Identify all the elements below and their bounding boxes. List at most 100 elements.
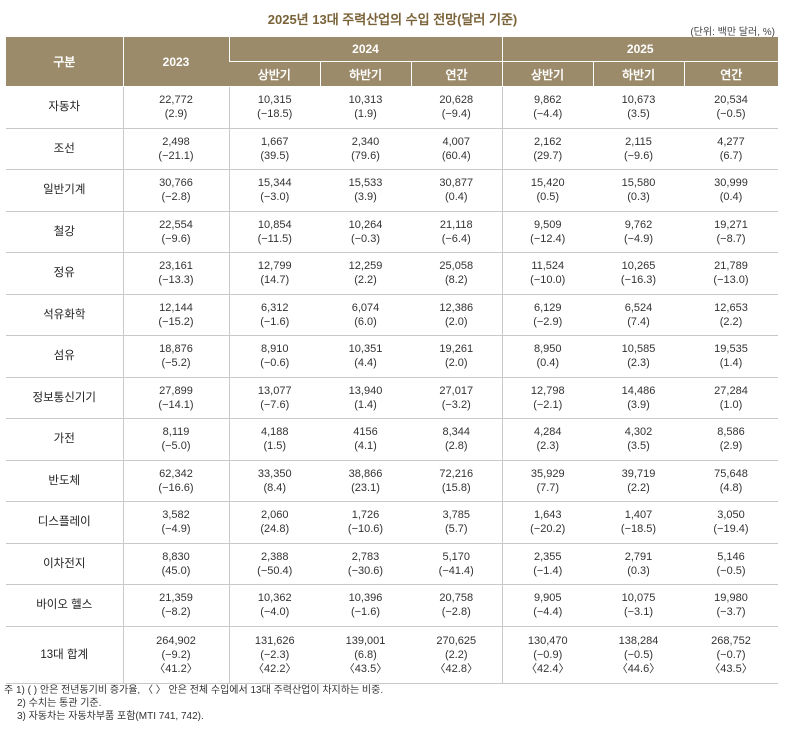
cell-growth-rate: (2.2): [627, 481, 650, 494]
cell-value: 12,259: [348, 260, 383, 273]
table-cell: 21,789 (−13.0): [684, 252, 779, 295]
table-cell: 3,785 (5.7): [411, 501, 503, 544]
table-cell: 10,313 (1.9): [320, 86, 411, 129]
cell-value: 8,119: [162, 426, 190, 439]
table-cell: 15,580 (0.3): [593, 169, 684, 212]
table-cell: 4,007 (60.4): [411, 128, 503, 170]
cell-growth-rate: (4.8): [719, 481, 743, 494]
cell-growth-rate: (−2.8): [161, 191, 191, 204]
cell-value: 9,509: [533, 218, 562, 231]
table-cell: 8,119 (−5.0): [123, 418, 230, 461]
cell-share: 〈41.2〉: [154, 662, 198, 675]
table-cell: 1,407 (−18.5): [593, 501, 684, 544]
cell-value: 22,772: [159, 94, 193, 107]
table-cell: 10,315 (−18.5): [229, 86, 320, 129]
cell-growth-rate: (3.9): [354, 191, 377, 204]
table-cell: 138,284 (−0.5) 〈44.6〉: [593, 626, 684, 684]
table-cell: 30,877 (0.4): [411, 169, 503, 212]
table-cell: 2,355 (−1.4): [502, 543, 593, 585]
cell-value: 18,876: [159, 343, 193, 356]
cell-value: 20,534: [714, 94, 748, 107]
cell-value: 30,766: [159, 177, 193, 190]
table-cell: 27,284 (1.0): [684, 377, 779, 419]
cell-growth-rate: (4.4): [354, 357, 377, 370]
cell-value: 1,726: [351, 509, 380, 522]
table-cell: 30,766 (−2.8): [123, 169, 230, 212]
cell-value: 21,789: [714, 260, 748, 273]
cell-growth-rate: (−13.0): [713, 274, 749, 287]
cell-growth-rate: (−4.9): [161, 523, 191, 536]
unit-label: (단위: 백만 달러, %): [690, 27, 775, 38]
table-cell: 12,799 (14.7): [229, 252, 320, 295]
cell-value: 2,355: [533, 550, 562, 563]
cell-growth-rate: (−1.6): [350, 606, 381, 619]
cell-value: 10,264: [348, 218, 383, 231]
table-row: 디스플레이 3,582 (−4.9) 2,060 (24.8) 1,726 (−10.6) 3…: [6, 501, 779, 544]
cell-growth-rate: (−10.6): [347, 523, 384, 536]
cell-value: 38,866: [348, 467, 383, 480]
cell-growth-rate: (−5.0): [161, 440, 191, 453]
table-cell: 5,170 (−41.4): [411, 543, 503, 585]
table-row: 철강 22,554 (−9.6) 10,854 (−11.5) 10,264 (−0.3) 2…: [6, 211, 779, 253]
cell-value: 1,407: [624, 509, 653, 522]
cell-growth-rate: (−18.5): [620, 523, 657, 536]
cell-value: 131,626: [254, 634, 295, 647]
cell-growth-rate: (0.4): [536, 357, 560, 370]
table-cell: 21,118 (−6.4): [411, 211, 503, 253]
cell-growth-rate: (8.2): [444, 274, 468, 287]
cell-growth-rate: (−50.4): [257, 564, 293, 577]
cell-growth-rate: (−9.4): [441, 108, 471, 121]
table-cell: 15,533 (3.9): [320, 169, 411, 212]
cell-growth-rate: (−2.9): [533, 315, 563, 328]
cell-growth-rate: (−1.6): [260, 315, 290, 328]
table-row: 13대 합계 264,902 (−9.2) 〈41.2〉 131,626 (−2.3) 〈4…: [6, 626, 779, 684]
cell-growth-rate: (−19.4): [713, 523, 749, 536]
table-cell: 23,161 (−13.3): [123, 252, 230, 295]
cell-growth-rate: (0.3): [627, 191, 650, 204]
row-category: 반도체: [6, 460, 124, 502]
cell-value: 8,830: [162, 550, 190, 563]
row-category: 디스플레이: [6, 501, 124, 544]
cell-value: 75,648: [714, 467, 748, 480]
cell-value: 4,007: [442, 135, 471, 148]
cell-value: 6,129: [533, 301, 562, 314]
cell-value: 3,785: [442, 509, 471, 522]
cell-growth-rate: (−4.4): [533, 606, 563, 619]
table-cell: 1,726 (−10.6): [320, 501, 411, 544]
table-cell: 33,350 (8.4): [229, 460, 320, 502]
cell-growth-rate: (−21.1): [158, 149, 194, 162]
table-cell: 8,830 (45.0): [123, 543, 230, 585]
cell-value: 5,146: [717, 550, 745, 563]
cell-share: 〈43.5〉: [709, 662, 753, 675]
cell-growth-rate: (3.5): [627, 108, 650, 121]
cell-growth-rate: (29.7): [533, 149, 563, 162]
cell-value: 2,783: [351, 550, 380, 563]
footnotes: 주 1) ( ) 안은 전년동기비 증가율, 〈 〉 안은 전체 수입에서 13…: [4, 684, 383, 723]
table-row: 석유화학 12,144 (−15.2) 6,312 (−1.6) 6,074 (6.0) 12…: [6, 294, 779, 336]
table-cell: 10,351 (4.4): [320, 335, 411, 378]
cell-growth-rate: (2.9): [719, 440, 743, 453]
table-cell: 5,146 (−0.5): [684, 543, 779, 585]
table-row: 자동차 22,772 (2.9) 10,315 (−18.5) 10,313 (1.9) 20…: [6, 86, 779, 129]
cell-value: 15,344: [257, 177, 292, 190]
header-2024-annual: 연간: [410, 61, 502, 87]
header-2025: 2025: [501, 37, 779, 62]
table-cell: 2,498 (−21.1): [123, 128, 230, 170]
table-cell: 2,060 (24.8): [229, 501, 320, 544]
cell-growth-rate: (−8.7): [716, 232, 746, 245]
cell-share: 〈42.8〉: [434, 662, 478, 675]
table-cell: 38,866 (23.1): [320, 460, 411, 502]
row-category: 자동차: [6, 86, 124, 129]
cell-growth-rate: (2.0): [444, 357, 468, 370]
table-cell: 25,058 (8.2): [411, 252, 503, 295]
table-cell: 15,344 (−3.0): [229, 169, 320, 212]
row-category: 13대 합계: [6, 626, 124, 684]
table-cell: 6,129 (−2.9): [502, 294, 593, 336]
table-cell: 13,077 (−7.6): [229, 377, 320, 419]
cell-value: 30,999: [714, 177, 748, 190]
cell-growth-rate: (−16.3): [620, 274, 657, 287]
header-2024-h2: 하반기: [319, 61, 411, 87]
table-cell: 8,910 (−0.6): [229, 335, 320, 378]
cell-value: 4,277: [717, 135, 745, 148]
header-2023: 2023: [122, 37, 229, 87]
